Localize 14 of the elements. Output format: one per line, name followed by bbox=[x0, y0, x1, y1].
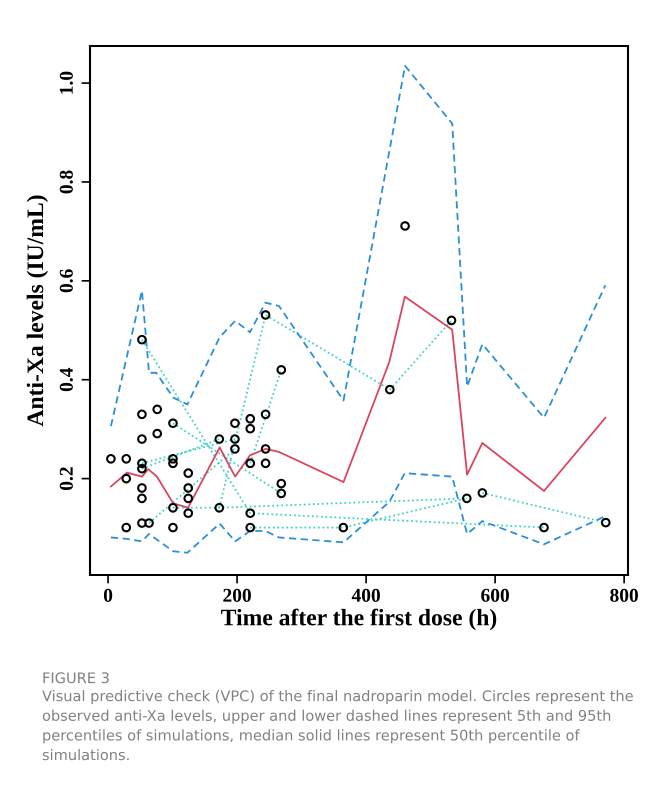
y-tick-label: 0.8 bbox=[60, 170, 73, 194]
y-axis-title: Anti-Xa levels (IU/mL) bbox=[26, 195, 48, 426]
x-tick-label: 400 bbox=[352, 588, 380, 602]
x-tick-label: 800 bbox=[610, 588, 638, 602]
y-tick-label: 0.2 bbox=[60, 467, 73, 490]
text: Visual predictive check (VPC) of the final nadroparin model. Circles represent the observed anti-Xa levels, upper and lower dashed lines represent 5th and 95th percentiles of simulations, median solid lines represent 50th percentile of simulations. bbox=[42, 690, 633, 760]
x-axis-title: Time after the first dose (h) bbox=[221, 608, 496, 630]
x-tick-label: 600 bbox=[481, 588, 509, 602]
x-tick-label: 0 bbox=[104, 588, 112, 602]
y-tick-label: 0.4 bbox=[60, 368, 73, 392]
x-tick-label: 200 bbox=[223, 588, 251, 602]
y-tick-label: 1.0 bbox=[60, 72, 73, 94]
caption: FIGURE 3 bbox=[43, 672, 109, 684]
y-tick-label: 0.6 bbox=[60, 269, 73, 292]
